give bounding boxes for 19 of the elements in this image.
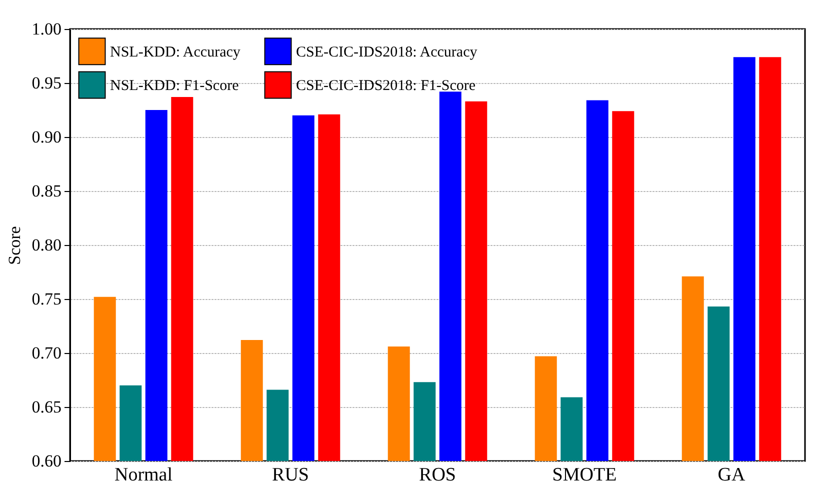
- y-tick-label: 0.80: [32, 236, 62, 254]
- y-tick-label: 1.00: [32, 20, 62, 38]
- y-tick-label: 0.95: [32, 74, 62, 92]
- y-tick-label: 0.65: [32, 398, 62, 416]
- y-tick-label: 0.60: [32, 452, 62, 470]
- legend-label: NSL-KDD: F1-Score: [110, 78, 240, 94]
- x-tick-label: ROS: [419, 464, 456, 486]
- y-axis-title: Score: [4, 226, 24, 265]
- legend-label: CSE-CIC-IDS2018: Accuracy: [296, 44, 478, 60]
- y-tick-label: 0.70: [32, 344, 62, 362]
- x-tick-label: RUS: [272, 464, 309, 486]
- x-tick-label: GA: [718, 464, 746, 486]
- legend-label: NSL-KDD: Accuracy: [110, 44, 241, 60]
- legend-label: CSE-CIC-IDS2018: F1-Score: [296, 78, 476, 94]
- y-tick-label: 0.85: [32, 182, 62, 200]
- x-tick-label: SMOTE: [552, 464, 617, 486]
- y-tick-label: 0.75: [32, 290, 62, 308]
- y-tick-label: 0.90: [32, 128, 62, 146]
- x-tick-label: Normal: [114, 464, 173, 486]
